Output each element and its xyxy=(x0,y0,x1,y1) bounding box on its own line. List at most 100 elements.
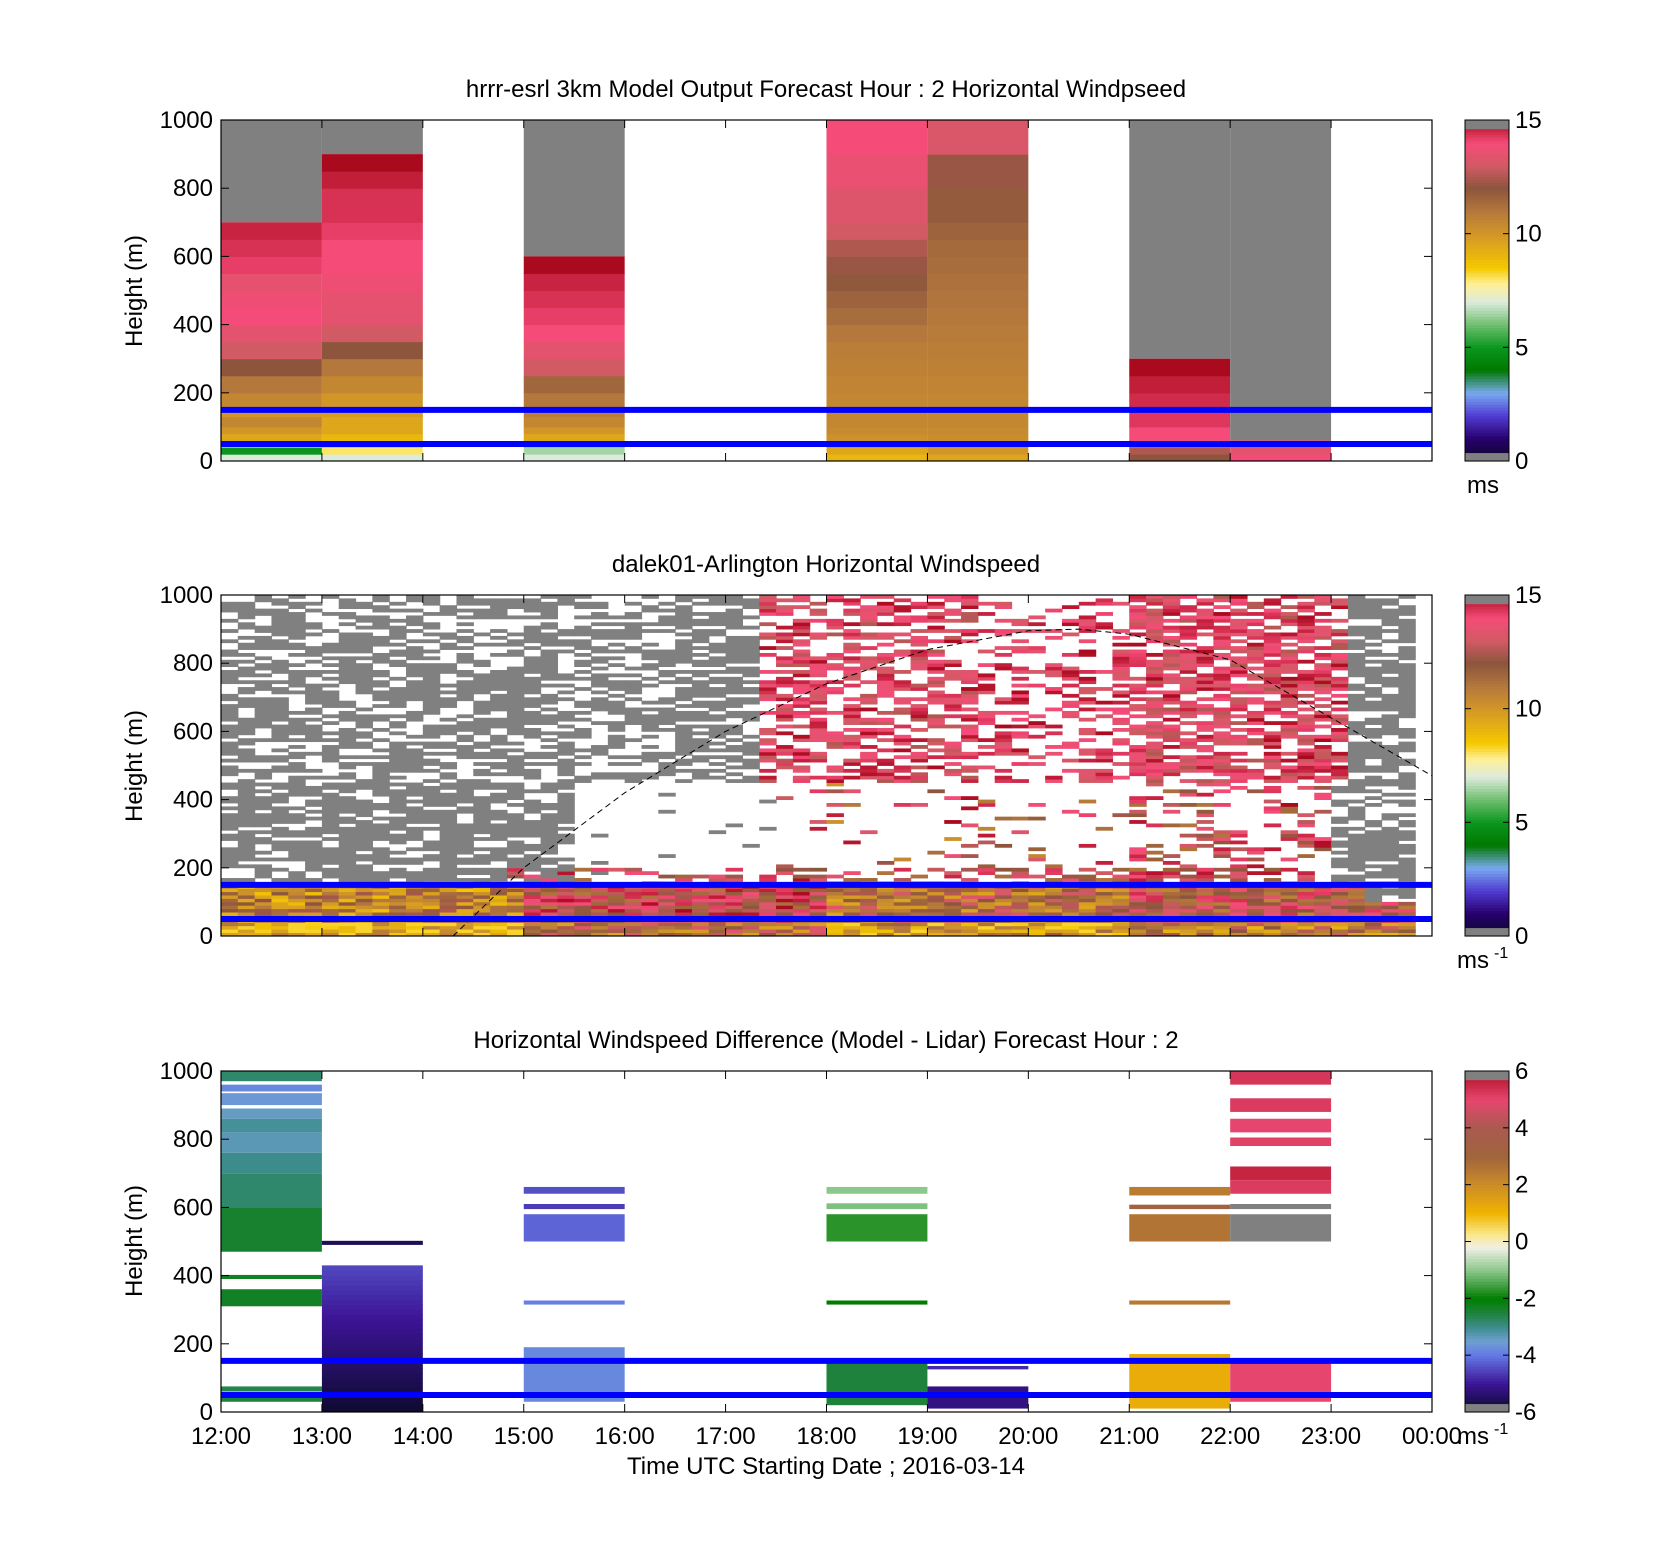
lidar-cell xyxy=(271,922,289,927)
lidar-cell xyxy=(1129,683,1147,688)
lidar-cell xyxy=(422,727,441,732)
lidar-cell xyxy=(506,871,525,876)
lidar-cell xyxy=(944,618,962,623)
lidar-cell xyxy=(1146,659,1164,664)
lidar-cell xyxy=(1196,618,1214,623)
colorbar-step xyxy=(1465,1238,1509,1243)
lidar-cell xyxy=(422,878,441,882)
lidar-cell xyxy=(406,820,424,824)
lidar-cell xyxy=(994,908,1013,913)
lidar-cell xyxy=(1011,901,1029,906)
colorbar-step xyxy=(1465,1224,1509,1228)
lidar-cell xyxy=(893,908,912,913)
lidar-cell xyxy=(742,642,760,647)
lidar-cell xyxy=(961,693,979,698)
lidar-cell xyxy=(338,898,357,903)
lidar-cell xyxy=(994,700,1013,705)
lidar-cell xyxy=(288,878,306,882)
colorbar-step xyxy=(1465,816,1509,821)
lidar-cell xyxy=(1146,608,1164,613)
lidar-cell xyxy=(675,874,693,879)
lidar-cell xyxy=(809,710,828,715)
lidar-cell xyxy=(641,929,659,933)
lidar-cell xyxy=(1078,680,1097,685)
lidar-cell xyxy=(1230,687,1248,691)
lidar-cell xyxy=(372,871,390,876)
lidar-cell xyxy=(1364,673,1383,678)
lidar-cell xyxy=(540,908,558,913)
lidar-cell xyxy=(389,721,407,725)
lidar-cell xyxy=(355,932,373,936)
diff-cell xyxy=(1129,1300,1231,1305)
lidar-cell xyxy=(389,860,407,865)
lidar-cell xyxy=(591,649,609,654)
lidar-cell xyxy=(759,635,777,640)
lidar-cell xyxy=(691,738,710,743)
lidar-cell xyxy=(1347,755,1366,760)
lidar-cell xyxy=(389,649,407,654)
lidar-cell xyxy=(893,710,912,715)
lidar-cell xyxy=(490,717,508,722)
lidar-cell xyxy=(271,612,289,616)
lidar-cell xyxy=(1297,605,1315,610)
colorbar-step xyxy=(1465,742,1509,747)
lidar-cell xyxy=(422,932,441,936)
lidar-cell xyxy=(1162,595,1181,599)
lidar-cell xyxy=(523,598,542,603)
panel-model-cells xyxy=(221,120,1332,461)
lidar-cell xyxy=(221,857,239,862)
lidar-cell xyxy=(1162,601,1181,606)
diff-cell xyxy=(321,1402,423,1408)
lidar-cell xyxy=(977,601,996,606)
y-tick-label: 600 xyxy=(173,718,213,745)
lidar-cell xyxy=(288,895,306,899)
lidar-cell xyxy=(1213,656,1231,661)
colorbar-step xyxy=(1465,640,1509,644)
lidar-cell xyxy=(1162,598,1181,603)
lidar-cell xyxy=(523,929,542,933)
lidar-cell xyxy=(1196,932,1214,936)
lidar-cell xyxy=(944,755,962,760)
colorbar-step xyxy=(1465,1306,1509,1311)
lidar-cell xyxy=(1112,629,1130,633)
lidar-cell xyxy=(1364,932,1383,936)
lidar-cell xyxy=(708,598,727,603)
lidar-cell xyxy=(237,690,256,695)
lidar-cell xyxy=(893,687,912,691)
lidar-cell xyxy=(338,830,357,835)
lidar-cell xyxy=(372,847,390,852)
lidar-cell xyxy=(1179,864,1198,869)
lidar-cell xyxy=(675,734,693,739)
lidar-cell xyxy=(1246,635,1265,640)
lidar-cell xyxy=(910,717,929,722)
lidar-cell xyxy=(876,768,895,773)
lidar-cell xyxy=(237,755,256,760)
lidar-cell xyxy=(1331,717,1349,722)
lidar-cell xyxy=(439,905,458,910)
lidar-cell xyxy=(557,857,575,862)
lidar-cell xyxy=(1095,871,1114,876)
lidar-cell xyxy=(826,789,844,794)
lidar-cell xyxy=(1347,724,1366,729)
lidar-cell xyxy=(288,806,306,811)
lidar-cell xyxy=(725,772,744,777)
lidar-cell xyxy=(456,898,474,903)
lidar-cell xyxy=(961,891,979,896)
lidar-cell xyxy=(624,683,643,688)
lidar-cell xyxy=(305,690,323,695)
lidar-cell xyxy=(574,629,592,633)
lidar-cell xyxy=(1011,646,1029,650)
lidar-cell xyxy=(389,850,407,855)
lidar-cell xyxy=(456,837,474,841)
lidar-cell xyxy=(1398,741,1416,746)
lidar-cell xyxy=(338,632,357,637)
lidar-cell xyxy=(977,710,996,715)
lidar-cell xyxy=(742,748,760,753)
lidar-cell xyxy=(1061,714,1080,719)
lidar-cell xyxy=(1331,666,1349,671)
colorbar-step xyxy=(1465,1332,1509,1336)
lidar-cell xyxy=(809,826,828,831)
lidar-cell xyxy=(1314,925,1332,930)
lidar-cell xyxy=(792,874,811,879)
lidar-cell xyxy=(826,925,844,930)
